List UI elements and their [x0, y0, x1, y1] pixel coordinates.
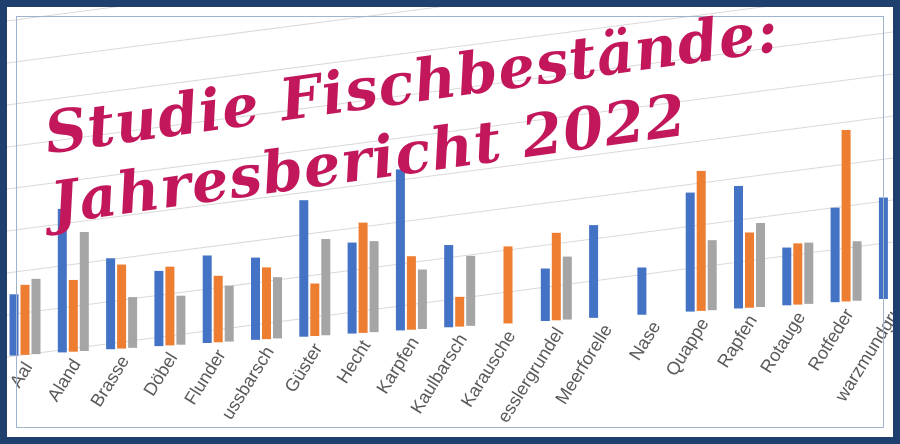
bar — [852, 241, 862, 301]
bar — [31, 278, 41, 355]
bar — [395, 169, 405, 331]
gridline — [7, 7, 766, 106]
category-label: Nase — [625, 318, 664, 364]
bar — [165, 266, 175, 346]
bar — [224, 285, 234, 342]
category-label: Karpfen — [372, 333, 422, 397]
bar — [321, 239, 331, 336]
gridline — [7, 31, 893, 148]
bar — [299, 200, 309, 337]
category-label: Quappe — [662, 314, 713, 379]
category-label: Döbel — [139, 349, 181, 399]
category-label: Flunder — [180, 346, 229, 408]
bar — [707, 240, 717, 311]
bar — [273, 277, 282, 339]
bar — [310, 283, 320, 336]
bar — [756, 223, 765, 308]
bar — [369, 241, 379, 333]
gridline — [7, 115, 893, 232]
bar — [878, 197, 888, 300]
bar — [696, 170, 706, 311]
bar — [841, 129, 851, 302]
bar — [551, 232, 561, 321]
bar — [128, 297, 138, 348]
bar — [685, 192, 695, 312]
bar — [540, 268, 550, 322]
bar — [745, 232, 754, 308]
bar — [176, 295, 186, 345]
bar — [251, 257, 260, 340]
category-label: Hecht — [333, 336, 375, 386]
category-label: Aland — [43, 355, 84, 405]
bar — [358, 222, 368, 333]
category-label: Aal — [7, 358, 36, 391]
gridline — [7, 7, 443, 64]
bar — [262, 267, 271, 340]
bar — [57, 208, 67, 353]
bar — [406, 256, 416, 330]
bar — [455, 296, 465, 327]
bars — [9, 129, 888, 356]
bar — [202, 255, 212, 343]
gridline — [7, 73, 893, 190]
category-label: Güster — [281, 340, 327, 396]
bar — [154, 270, 164, 347]
bar — [79, 231, 89, 351]
bar — [444, 245, 454, 328]
bar — [20, 284, 30, 355]
bar — [782, 247, 792, 306]
gridline — [7, 157, 893, 274]
category-label: Rapfen — [713, 311, 761, 371]
category-label: Brasse — [86, 352, 133, 410]
bar — [734, 185, 743, 309]
bar — [117, 264, 127, 349]
bar — [68, 279, 78, 352]
bar — [830, 207, 840, 303]
category-label: Rotauge — [756, 308, 809, 376]
bar — [804, 242, 814, 304]
bar — [347, 242, 357, 334]
bar — [637, 267, 647, 315]
bar — [106, 258, 116, 350]
bar — [213, 275, 223, 343]
bar — [793, 243, 803, 305]
bar — [9, 294, 19, 356]
bar — [589, 225, 599, 318]
bar — [503, 246, 513, 324]
bar — [417, 269, 427, 329]
bar — [562, 256, 572, 320]
bar — [466, 255, 476, 326]
